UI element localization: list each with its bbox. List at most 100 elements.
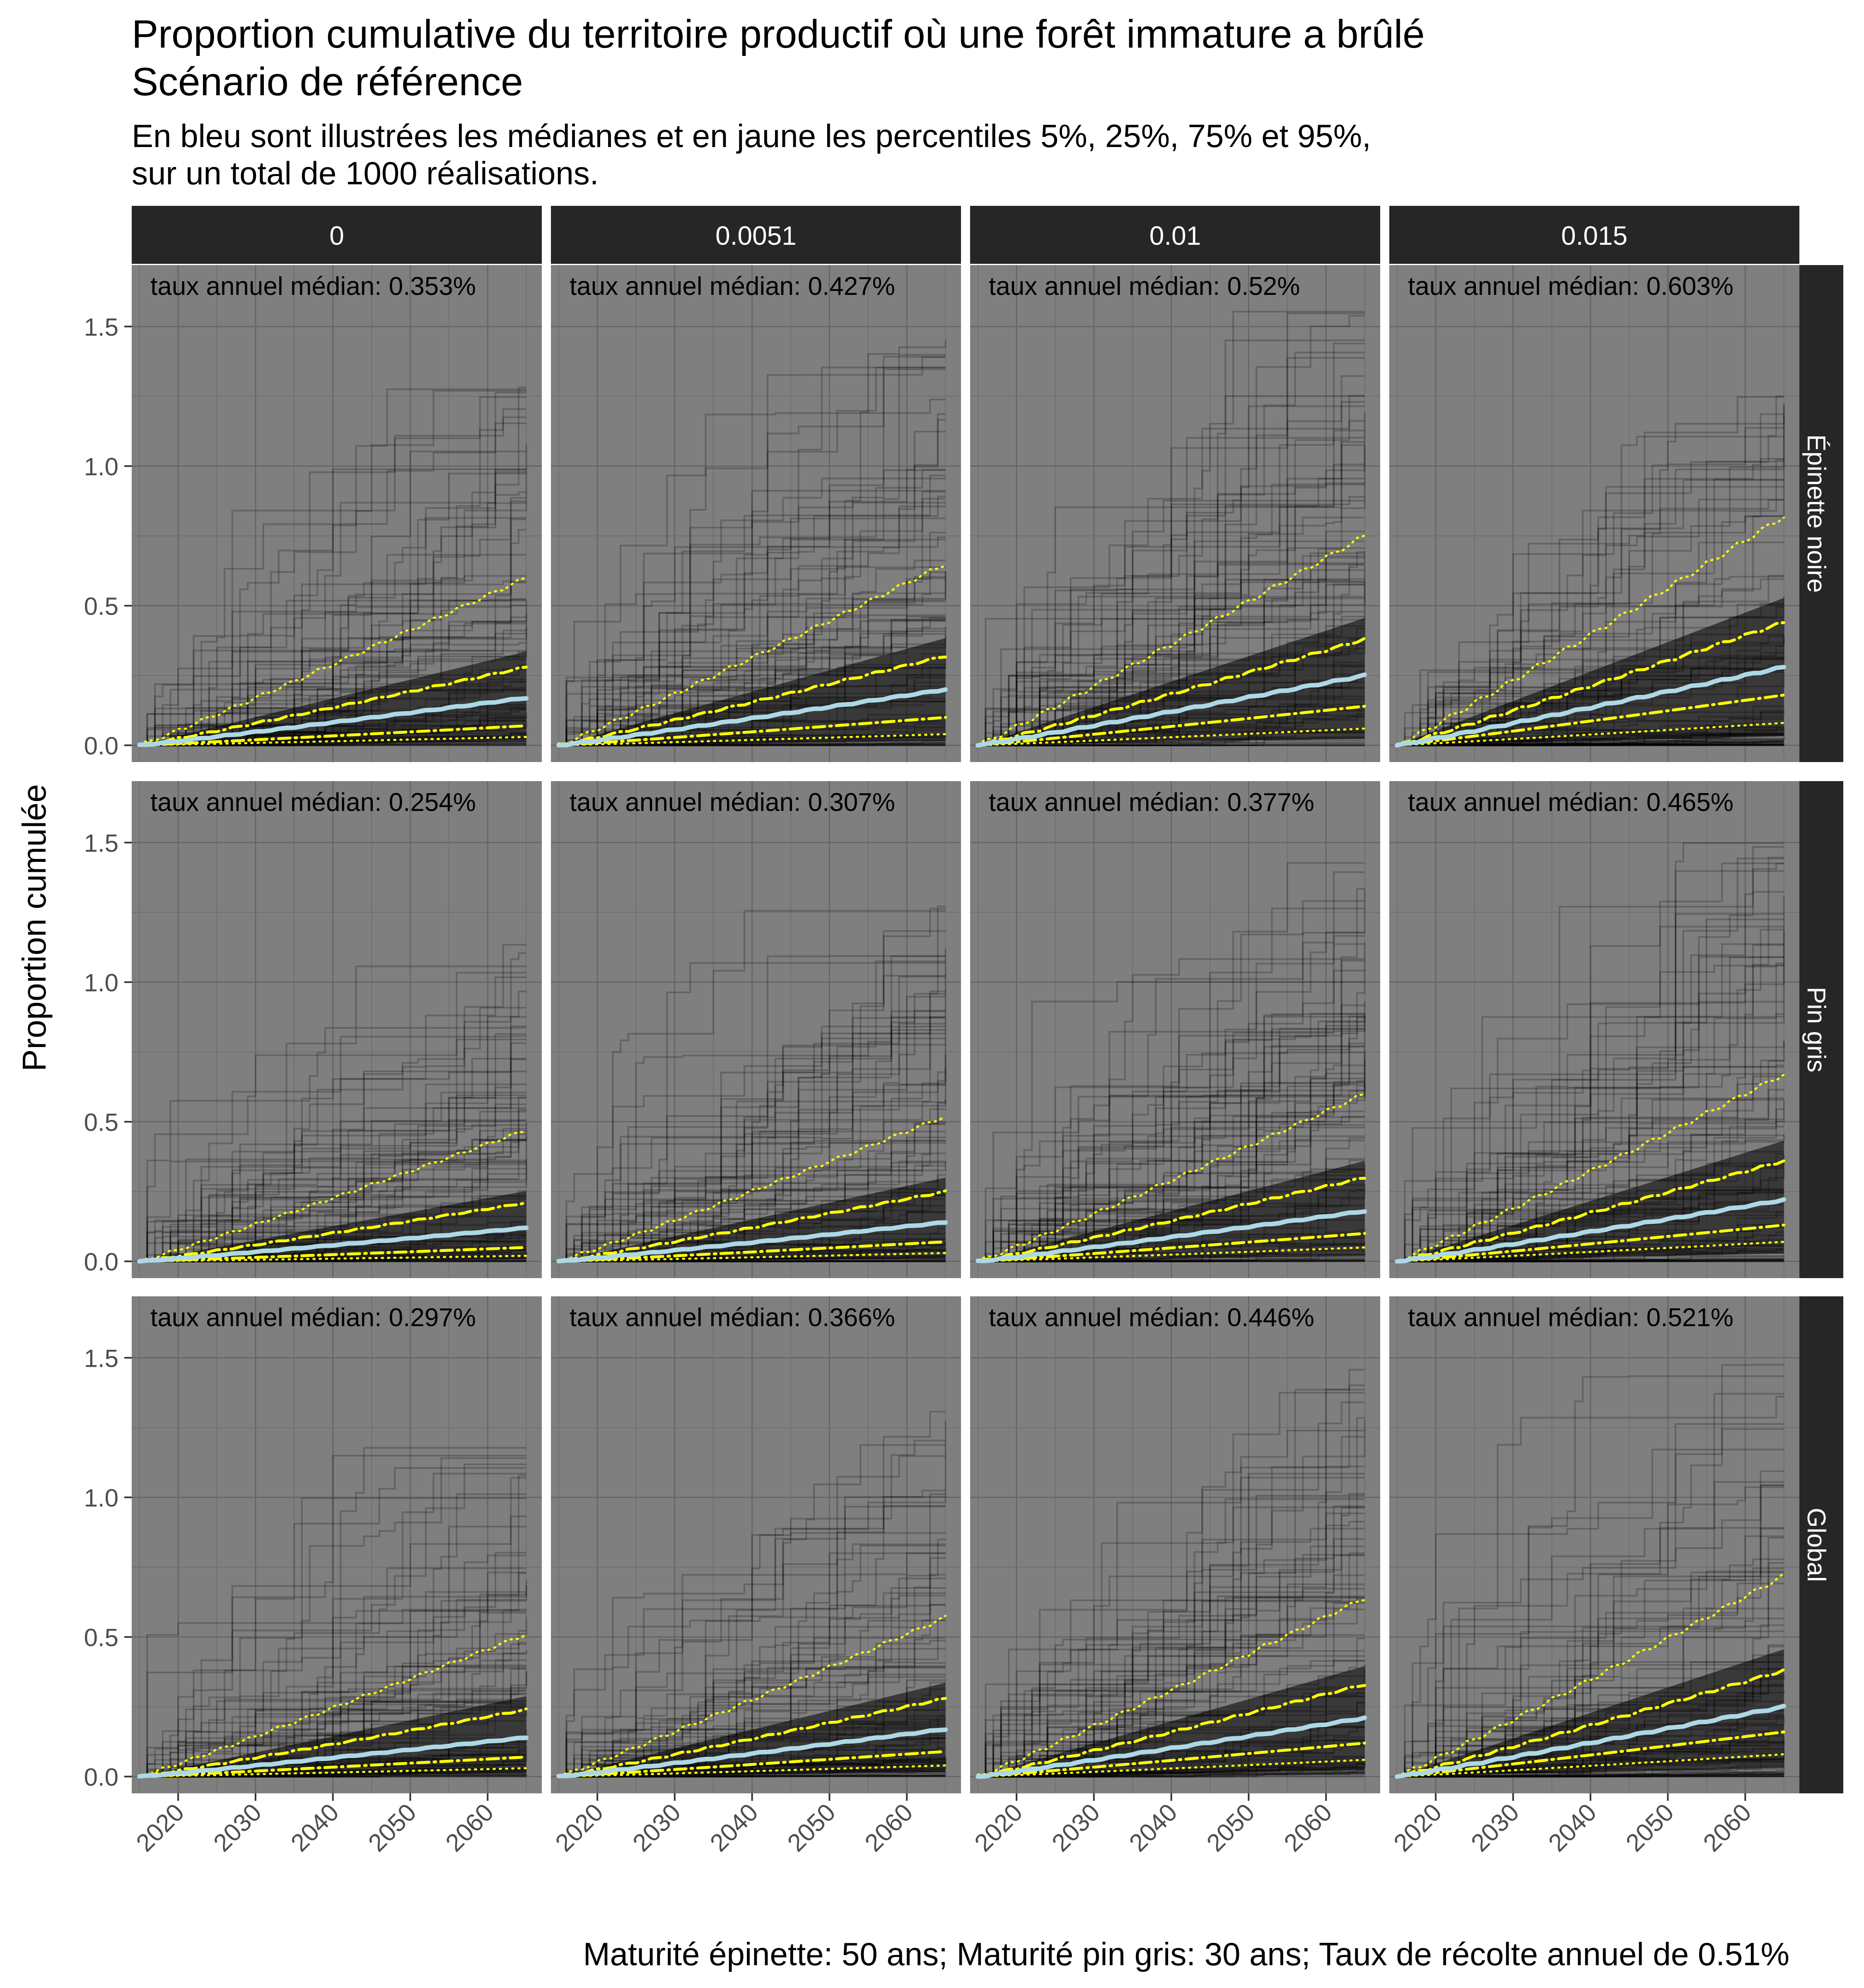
realisation-line [558, 1772, 946, 1778]
realisation-line [558, 576, 946, 746]
realisation-line [139, 1253, 527, 1262]
median-line [137, 1226, 529, 1264]
col-strip-label: 0.0051 [715, 221, 797, 251]
realisation-line [1397, 1716, 1785, 1778]
realisation-line [139, 1477, 526, 1778]
percentile-5-line [977, 727, 1366, 747]
realisation-line [978, 1025, 1365, 1262]
realisation-line [139, 1198, 526, 1262]
realisation-line [1397, 1258, 1784, 1262]
realisation-line [978, 1082, 1365, 1262]
realisation-line [978, 1259, 1365, 1262]
realisation-line [139, 1260, 526, 1262]
realisation-line [978, 500, 1365, 746]
realisation-line [139, 1591, 526, 1778]
realisation-line [1397, 1481, 1784, 1778]
percentile-95-line [138, 577, 528, 746]
realisation-line [558, 910, 946, 1262]
realisation-line [1397, 710, 1784, 746]
realisation-line [978, 1178, 1365, 1262]
y-tick-label: 1.0 [84, 453, 118, 480]
realisation-line [139, 554, 526, 746]
realisation-line [558, 1759, 946, 1778]
realisation-line [558, 619, 946, 746]
realisation-line [558, 740, 946, 746]
realisation-line [139, 517, 526, 746]
realisation-line [558, 1648, 946, 1778]
realisation-line [1397, 541, 1784, 746]
x-tick-label: 2020 [969, 1798, 1028, 1857]
realisation-line [1397, 744, 1784, 746]
realisation-line [978, 1634, 1365, 1778]
col-strip-2 [970, 206, 1380, 264]
median-rate-annotation: taux annuel médian: 0.603% [1408, 272, 1734, 301]
realisation-line [558, 620, 946, 746]
realisation-line [978, 352, 1365, 746]
realisation-line [978, 1768, 1365, 1778]
realisation-line [978, 889, 1366, 1262]
realisation-line [1397, 1375, 1784, 1778]
realisation-line [558, 619, 946, 746]
realisation-line [978, 1127, 1365, 1262]
realisation-line [558, 743, 946, 746]
percentile-95-line [558, 1115, 947, 1262]
realisation-line [558, 505, 946, 746]
realisation-line [558, 538, 946, 746]
realisation-line [1397, 1571, 1784, 1778]
percentile-75-line [138, 1201, 528, 1263]
realisation-line [978, 1660, 1365, 1778]
median-line [975, 1715, 1367, 1779]
median-rate-annotation: taux annuel médian: 0.52% [989, 272, 1300, 301]
realisation-line [558, 1774, 946, 1778]
title-line-1: Proportion cumulative du territoire prod… [132, 12, 1425, 56]
realisation-line [139, 1585, 527, 1778]
realisation-line [978, 429, 1365, 746]
realisation-line [1397, 604, 1784, 746]
realisation-line [978, 1042, 1365, 1262]
realisation-line [978, 1696, 1365, 1778]
realisation-line [139, 1457, 526, 1778]
realisation-line [1397, 1776, 1784, 1778]
realisation-line [978, 1763, 1365, 1778]
realisation-line [1397, 654, 1785, 746]
realisation-line [978, 1773, 1365, 1778]
median-rate-annotation: taux annuel médian: 0.353% [150, 272, 476, 301]
realisation-line [558, 475, 946, 746]
realisation-line [978, 1064, 1365, 1262]
realisation-line [978, 1081, 1365, 1262]
realisation-line [558, 1016, 946, 1262]
realisation-line [978, 1259, 1366, 1262]
realisation-line [1397, 711, 1784, 746]
realisation-line [139, 1160, 527, 1262]
realisation-line [558, 571, 946, 746]
realisation-line [139, 1616, 527, 1778]
realisation-line [139, 990, 526, 1262]
realisation-line [978, 665, 1365, 746]
realisation-line [558, 701, 946, 746]
facet-panel: taux annuel médian: 0.254% [132, 781, 542, 1278]
y-tick-label: 1.5 [84, 829, 118, 857]
realisation-line [1397, 718, 1784, 746]
realisation-line [139, 473, 526, 746]
realisation-line [978, 1588, 1365, 1778]
realisation-line [978, 1538, 1365, 1778]
realisation-line [1397, 1725, 1784, 1778]
realisation-line [139, 743, 526, 746]
realisation-line [978, 405, 1365, 746]
realisation-line [978, 581, 1366, 746]
realisation-line [139, 633, 526, 746]
realisation-line [1397, 574, 1784, 746]
realisation-line [978, 616, 1365, 746]
realisation-line [978, 1228, 1366, 1262]
realisation-line [978, 1495, 1365, 1778]
realisation-line [978, 935, 1365, 1262]
realisation-line [558, 468, 946, 746]
realisation-line [978, 1417, 1365, 1778]
realisation-line [558, 930, 946, 1262]
realisation-line [1397, 395, 1784, 746]
realisation-line [1397, 1214, 1784, 1262]
realisation-line [558, 517, 946, 746]
realisation-line [978, 1493, 1365, 1778]
realisation-line [978, 1726, 1365, 1778]
